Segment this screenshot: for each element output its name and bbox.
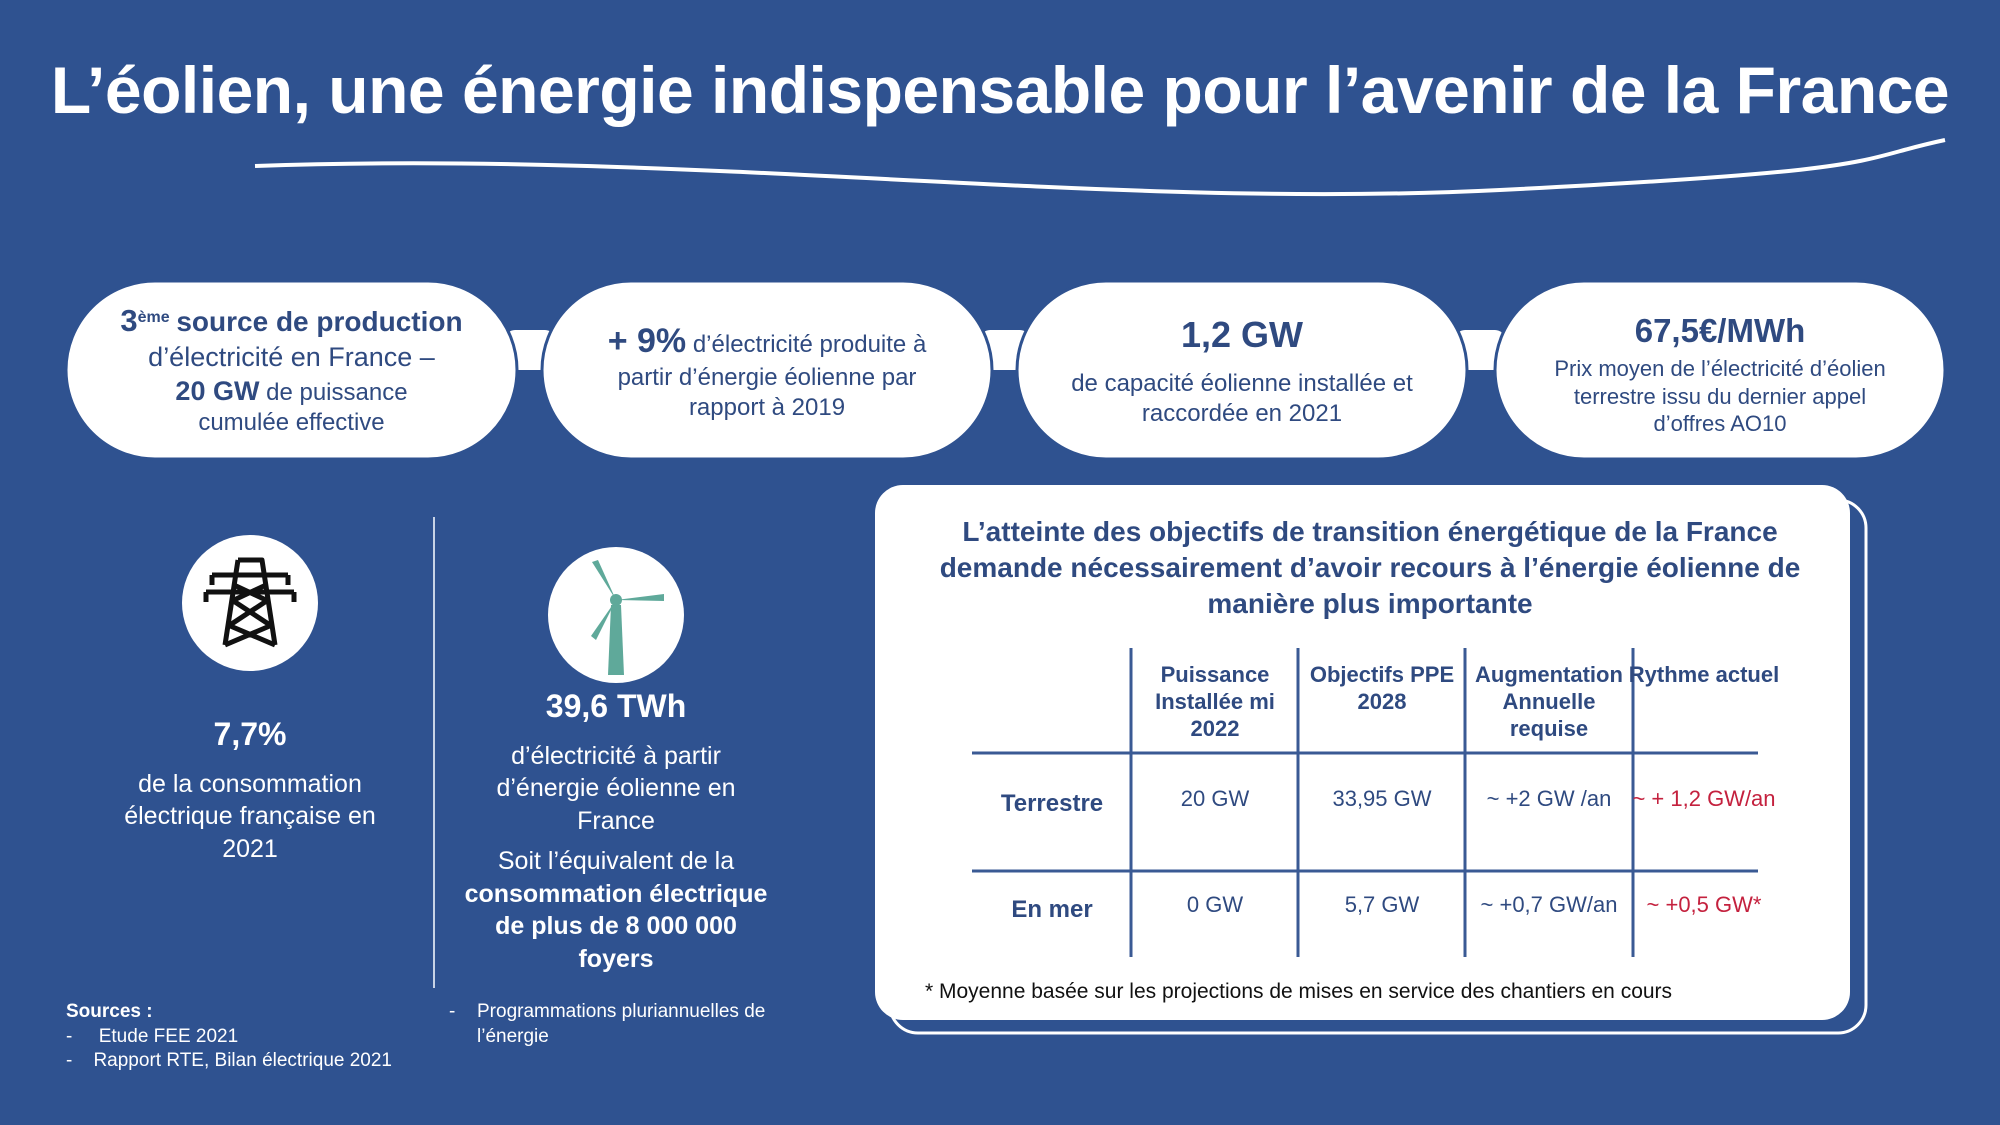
rank-suffix: ème	[137, 309, 170, 326]
column-header: Puissance Installée mi 2022	[1155, 662, 1275, 741]
cell: 5,7 GW	[1344, 892, 1420, 917]
row-label: En mer	[1011, 896, 1093, 923]
highlight: 3ème source de production d’électricité …	[86, 302, 497, 438]
row-label: Terrestre	[1000, 790, 1104, 817]
fact: 7,7% de la consommation électrique franç…	[120, 714, 380, 865]
panel-heading: L’atteinte des objectifs de transition é…	[939, 516, 1801, 619]
cell: 33,95 GW	[1332, 786, 1432, 811]
text: d’électricité en France –	[148, 341, 435, 372]
table-lines	[972, 648, 1758, 957]
title-underline	[254, 138, 1946, 197]
text: de puissance cumulée effective	[198, 378, 408, 437]
turbine-icon	[591, 560, 664, 675]
text: de la consommation électrique française …	[124, 769, 376, 863]
pylon-icon-bg	[182, 535, 318, 671]
cell: ~ +0,7 GW/an	[1480, 892, 1618, 917]
cell: 20 GW	[1180, 786, 1250, 811]
highlight: 1,2 GW de capacité éolienne installée et…	[1070, 312, 1414, 429]
column-header: Objectifs PPE 2028	[1309, 662, 1455, 714]
cell: ~ +2 GW /an	[1486, 786, 1612, 811]
text: d’électricité à partir d’énergie éolienn…	[496, 741, 736, 835]
source-text: Programmations pluriannuelles de l’énerg…	[477, 1001, 766, 1047]
table-note: * Moyenne basée sur les projections de m…	[925, 980, 1673, 1003]
pylon-icon	[203, 557, 297, 648]
source-text: Rapport RTE, Bilan électrique 2021	[93, 1050, 392, 1072]
figure: 20 GW	[175, 375, 260, 406]
headline: source de production	[176, 306, 463, 337]
text: d’électricité produite à partir d’énergi…	[617, 331, 927, 421]
cell: ~ +0,5 GW*	[1646, 892, 1762, 917]
fact: 39,6 TWh d’électricité à partir d’énergi…	[456, 686, 776, 975]
rank: 3	[120, 303, 138, 338]
highlight: + 9% d’électricité produite à partir d’é…	[582, 320, 952, 423]
sources-label: Sources :	[66, 1001, 153, 1022]
figure: + 9%	[607, 322, 687, 360]
text: Soit l’équivalent de la	[497, 847, 735, 876]
source: - Etude FEE 2021	[66, 1025, 239, 1047]
emphasis: consommation électrique de plus de 8 000…	[464, 879, 768, 973]
sources: Sources : - Etude FEE 2021 - Rapport RTE…	[66, 1000, 392, 1074]
title: L’éolien, une énergie indispensable pour…	[50, 53, 1950, 127]
text: Prix moyen de l’électricité d’éolien ter…	[1554, 356, 1886, 437]
source: - Rapport RTE, Bilan électrique 2021	[66, 1050, 392, 1072]
column-header: Rythme actuel	[1628, 662, 1780, 687]
source-text: Etude FEE 2021	[98, 1025, 239, 1047]
figure: 67,5€/MWh	[1634, 312, 1806, 349]
column-header: Augmentation Annuelle requise	[1475, 662, 1623, 741]
cell: ~ + 1,2 GW/an	[1632, 786, 1776, 811]
figure: 1,2 GW	[1180, 314, 1304, 355]
figure: 7,7%	[213, 716, 287, 752]
cell: 0 GW	[1186, 892, 1244, 917]
sources: - Programmations pluriannuelles de l’éner…	[449, 1000, 829, 1049]
figure: 39,6 TWh	[545, 688, 687, 724]
pill-shapes	[64, 279, 1947, 461]
text: de capacité éolienne installée et raccor…	[1071, 370, 1413, 427]
highlight: 67,5€/MWh Prix moyen de l’électricité d’…	[1535, 310, 1905, 438]
